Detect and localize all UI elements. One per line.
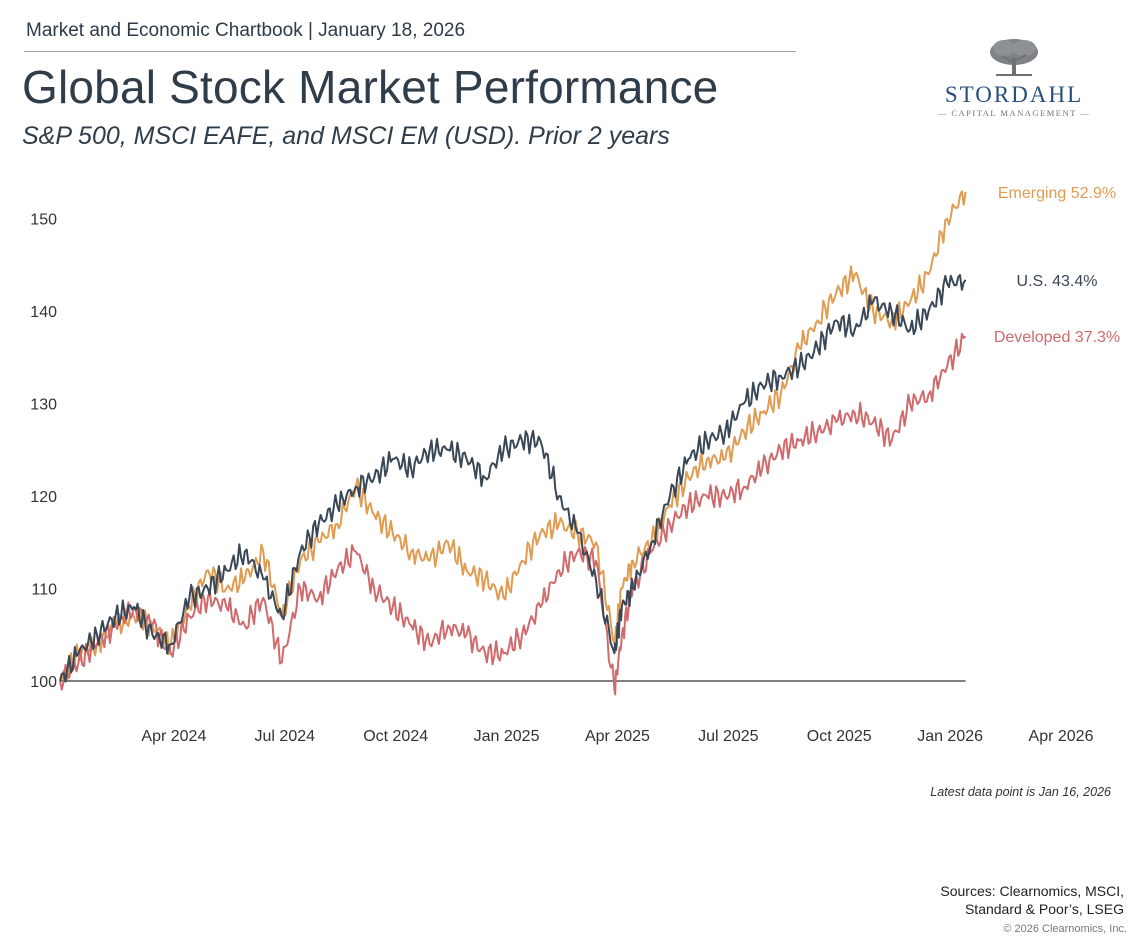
series-labels: Emerging 52.9% Developed 37.3% U.S. 43.4% — [994, 185, 1120, 346]
series-label-emerging: Emerging 52.9% — [998, 185, 1116, 202]
sources-note: Sources: Clearnomics, MSCI, Standard & P… — [940, 882, 1124, 918]
x-axis: Apr 2024 Jul 2024 Oct 2024 Jan 2025 Apr 2025… — [141, 728, 1093, 745]
x-tick-label-1: Jul 2024 — [255, 728, 316, 745]
series-lines — [59, 190, 967, 696]
x-tick-label-3: Jan 2025 — [474, 728, 540, 745]
y-tick-label-140: 140 — [30, 304, 57, 321]
page-title: Global Stock Market Performance — [22, 61, 719, 113]
y-tick-label-120: 120 — [30, 489, 57, 506]
company-logo: STORDAHL — CAPITAL MANAGEMENT — — [926, 36, 1106, 120]
x-tick-label-4: Apr 2025 — [585, 728, 650, 745]
x-tick-label-2: Oct 2024 — [363, 728, 428, 745]
y-tick-label-110: 110 — [31, 582, 57, 599]
chartbook-header: Market and Economic Chartbook | January … — [26, 20, 466, 41]
series-line-developed — [59, 332, 967, 696]
x-tick-label-8: Apr 2026 — [1029, 728, 1094, 745]
copyright: © 2026 Clearnomics, Inc. — [1003, 923, 1127, 935]
x-tick-label-5: Jul 2025 — [698, 728, 759, 745]
series-label-us: U.S. 43.4% — [1017, 273, 1098, 290]
logo-subtitle: — CAPITAL MANAGEMENT — — [937, 108, 1091, 118]
x-tick-label-0: Apr 2024 — [141, 728, 206, 745]
y-axis: 100 110 120 130 140 150 — [30, 212, 57, 691]
y-tick-label-100: 100 — [30, 674, 57, 691]
series-label-developed: Developed 37.3% — [994, 329, 1120, 346]
logo-name: STORDAHL — [944, 82, 1084, 107]
series-line-us — [59, 274, 967, 683]
header-divider — [24, 51, 796, 52]
y-tick-label-150: 150 — [30, 212, 57, 229]
latest-data-note: Latest data point is Jan 16, 2026 — [930, 785, 1111, 799]
x-tick-label-7: Jan 2026 — [917, 728, 983, 745]
page-subtitle: S&P 500, MSCI EAFE, and MSCI EM (USD). P… — [22, 122, 670, 150]
sources-line-1: Sources: Clearnomics, MSCI, — [940, 883, 1124, 899]
line-chart: 100 110 120 130 140 150 Apr 2024 Jul 2024 Oct 2… — [30, 185, 1120, 745]
x-tick-label-6: Oct 2025 — [807, 728, 872, 745]
y-tick-label-130: 130 — [30, 397, 57, 414]
series-line-emerging — [59, 190, 967, 682]
tree-icon — [990, 39, 1038, 76]
sources-line-2: Standard & Poor’s, LSEG — [964, 901, 1124, 917]
